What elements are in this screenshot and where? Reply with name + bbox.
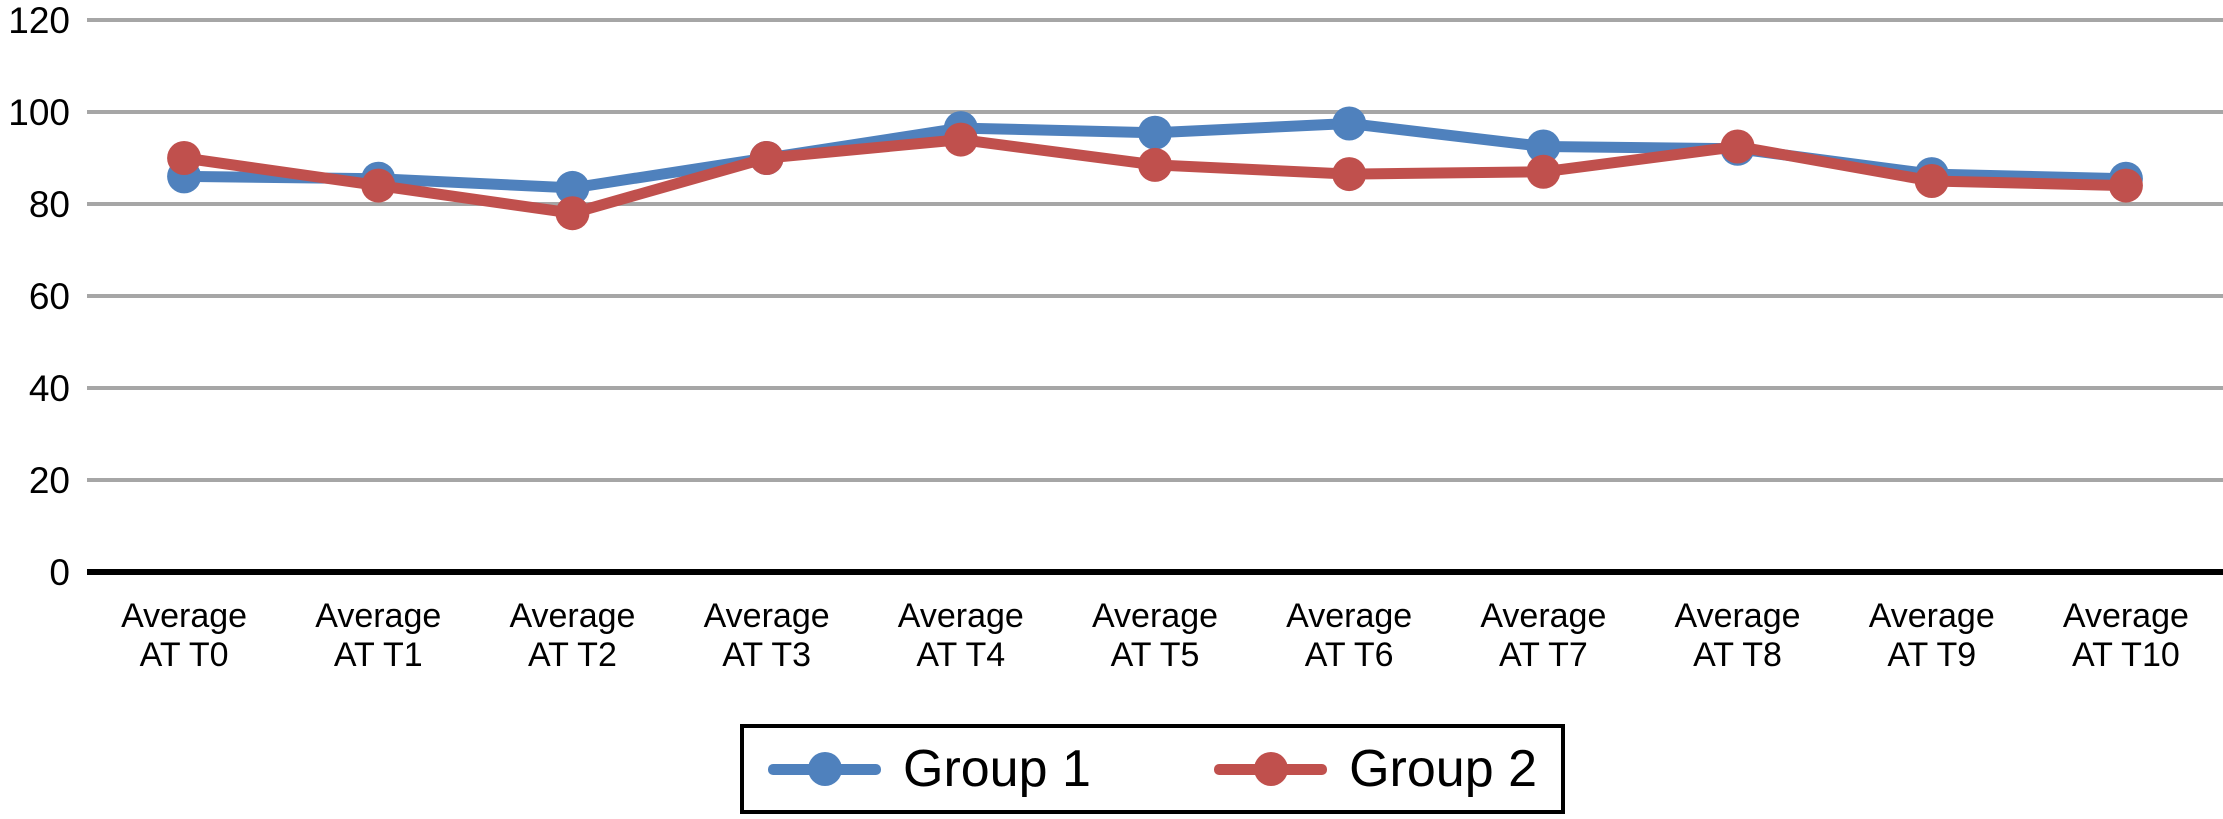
data-point-marker — [1138, 147, 1172, 182]
legend-entry-group-2: Group 2 — [1214, 743, 1537, 795]
chart-plot-area: 0 20 40 60 80 100 120 Average AT T0 Average AT T1 A… — [8, 0, 2223, 674]
legend-dot-group-2-icon — [1253, 752, 1288, 786]
legend-line-marker-group-2-icon — [1214, 752, 1328, 786]
legend-entry-group-1: Group 1 — [768, 743, 1091, 795]
data-point-marker — [1914, 164, 1949, 198]
x-category-label: Average AT T8 — [1675, 597, 1801, 674]
y-tick-label: 100 — [8, 92, 70, 133]
data-point-marker — [1332, 106, 1367, 141]
y-tick-label: 80 — [29, 184, 70, 225]
data-point-marker — [555, 170, 590, 205]
x-category-label: Average AT T5 — [1092, 597, 1218, 674]
data-point-marker — [555, 196, 590, 231]
data-point-marker — [943, 122, 978, 157]
x-category-label: Average AT T2 — [509, 597, 635, 674]
data-point-marker — [1526, 154, 1561, 189]
legend-line-marker-group-1-icon — [768, 752, 881, 786]
y-tick-label: 20 — [29, 460, 70, 501]
x-category-label: Average AT T7 — [1480, 597, 1606, 674]
x-category-label: Average AT T1 — [315, 597, 441, 674]
legend-dot-group-1-icon — [807, 752, 842, 786]
x-category-label: Average AT T4 — [898, 597, 1024, 674]
data-point-marker — [1332, 157, 1367, 192]
x-category-label: Average AT T9 — [1869, 597, 1995, 674]
y-tick-label: 0 — [49, 552, 70, 593]
data-point-marker — [1138, 115, 1172, 150]
y-tick-label: 40 — [29, 368, 70, 409]
data-point-marker — [749, 141, 784, 175]
data-point-marker — [1526, 129, 1561, 164]
x-category-label: Average AT T3 — [704, 597, 830, 674]
data-point-marker — [167, 141, 202, 175]
chart-legend: Group 1 Group 2 — [740, 724, 1565, 814]
x-category-label: Average AT T10 — [2063, 597, 2189, 674]
legend-label-group-1: Group 1 — [903, 740, 1091, 798]
data-point-marker — [1720, 129, 1755, 164]
y-tick-label: 120 — [8, 0, 70, 41]
y-tick-label: 60 — [29, 276, 70, 317]
data-point-marker — [361, 168, 396, 203]
x-category-label: Average AT T0 — [121, 597, 247, 674]
legend-label-group-2: Group 2 — [1349, 740, 1537, 798]
x-category-label: Average AT T6 — [1286, 597, 1412, 674]
data-point-marker — [2108, 168, 2143, 203]
